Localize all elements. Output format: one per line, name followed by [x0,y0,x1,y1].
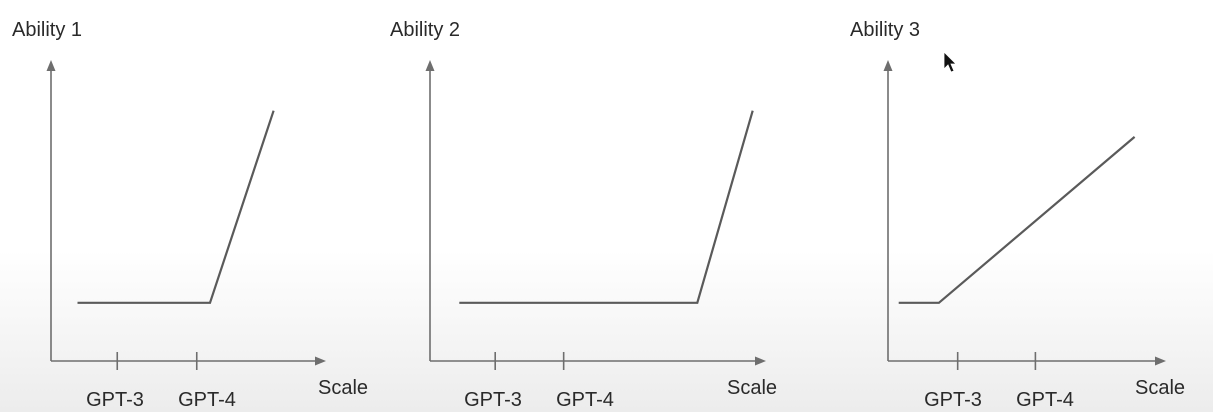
tick-label-gpt-3: GPT-3 [464,389,522,411]
y-axis-arrow-icon [425,60,435,71]
chart-ability-3: Ability 3 Scale GPT-3 GPT-4 [850,19,1185,411]
series-line [77,110,275,304]
x-axis-label: Scale [318,377,368,399]
y-axis-arrow-icon [46,60,56,71]
chart-title: Ability 3 [850,19,920,41]
mouse-pointer-icon [943,51,957,73]
tick-label-gpt-4: GPT-4 [556,389,614,411]
tick-label-gpt-3: GPT-3 [924,389,982,411]
x-axis-arrow-icon [315,356,326,366]
chart-title: Ability 2 [390,19,460,41]
series-line [459,110,754,304]
chart-ability-2: Ability 2 Scale GPT-3 GPT-4 [390,19,777,411]
x-axis-arrow-icon [1155,356,1166,366]
x-axis-label: Scale [1135,377,1185,399]
tick-label-gpt-4: GPT-4 [178,389,236,411]
chart-ability-1: Ability 1 Scale GPT-3 GPT-4 [12,19,368,411]
series-line [898,136,1136,304]
tick-label-gpt-3: GPT-3 [86,389,144,411]
x-axis-label: Scale [727,377,777,399]
tick-label-gpt-4: GPT-4 [1016,389,1074,411]
x-axis-arrow-icon [755,356,766,366]
y-axis-arrow-icon [883,60,893,71]
chart-title: Ability 1 [12,19,82,41]
